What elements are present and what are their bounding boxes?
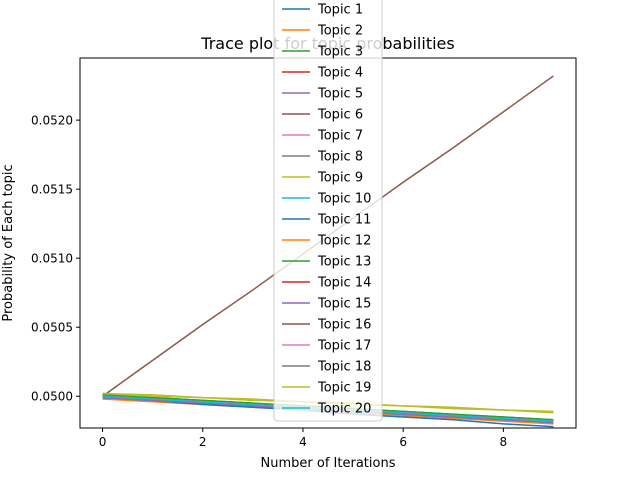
legend: Topic 1 Topic 2 Topic 3 Topic 4 Topic 5 Topic… [273,0,383,422]
legend-label-15: Topic 15 [317,297,371,312]
x-axis-label: Number of Iterations [261,456,396,471]
legend-label-20: Topic 20 [317,402,371,417]
x-tick-label: 4 [299,435,307,449]
x-tick-label: 8 [500,435,508,449]
legend-label-14: Topic 14 [317,276,371,291]
y-tick-label: 0.0505 [31,321,73,335]
legend-label-2: Topic 2 [317,24,363,39]
legend-label-4: Topic 4 [317,66,363,81]
axis-ticks: 0 2 4 6 8 0.0500 0.0505 0.0510 0.0515 0.0520 [31,114,507,449]
legend-label-8: Topic 8 [317,150,363,165]
x-tick-label: 6 [399,435,407,449]
legend-label-12: Topic 12 [317,234,371,249]
legend-label-10: Topic 10 [317,192,371,207]
legend-label-5: Topic 5 [317,87,363,102]
y-tick-label: 0.0500 [31,390,73,404]
legend-label-16: Topic 16 [317,318,371,333]
legend-box [273,0,383,422]
legend-label-6: Topic 6 [317,108,363,123]
x-tick-label: 0 [99,435,107,449]
y-tick-label: 0.0510 [31,252,73,266]
legend-label-19: Topic 19 [317,381,371,396]
legend-label-13: Topic 13 [317,255,371,270]
legend-label-7: Topic 7 [317,129,363,144]
legend-label-17: Topic 17 [317,339,371,354]
legend-label-1: Topic 1 [317,3,363,18]
legend-label-18: Topic 18 [317,360,371,375]
y-axis-label: Probability of Each topic [1,164,16,321]
y-tick-label: 0.0520 [31,114,73,128]
x-tick-label: 2 [199,435,207,449]
y-tick-label: 0.0515 [31,183,73,197]
legend-label-9: Topic 9 [317,171,363,186]
legend-label-11: Topic 11 [317,213,371,228]
legend-label-3: Topic 3 [317,45,363,60]
